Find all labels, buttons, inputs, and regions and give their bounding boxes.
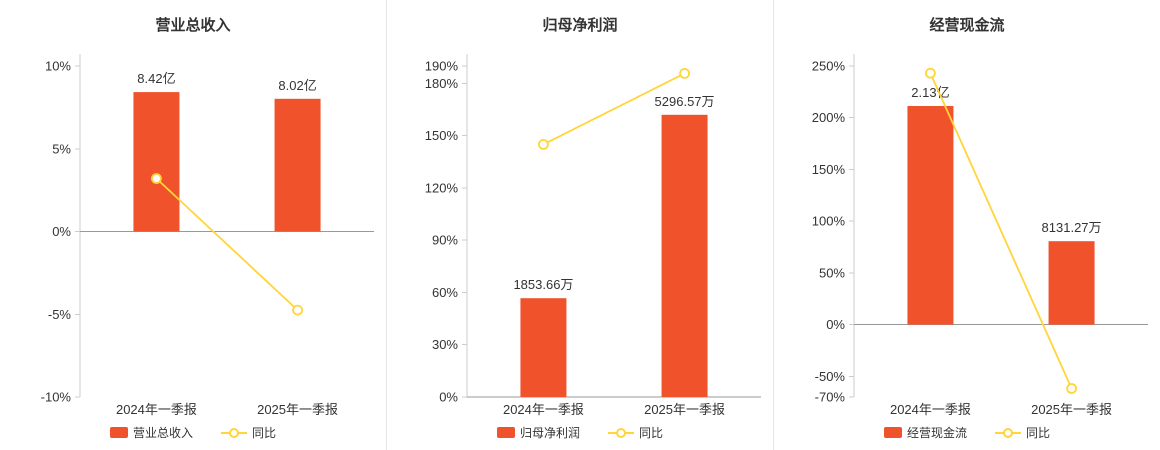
chart-title-revenue: 营业总收入 [155, 17, 231, 34]
svg-text:1853.66万: 1853.66万 [513, 277, 573, 292]
svg-text:2.13亿: 2.13亿 [911, 85, 949, 100]
legend-item-revenue-bar[interactable]: 营业总收入 [109, 424, 193, 441]
svg-text:30%: 30% [432, 337, 458, 352]
bar-swatch-icon [883, 427, 902, 438]
cash-flow-bar-line-chart: 250% 200% 150% 100% 50% 0% -50% -70% 2.13亿 8131.2… [812, 54, 1148, 417]
net-profit-bar-line-chart: 190% 180% 150% 120% 90% 60% 30% 0% 1853.66万 5296.… [425, 54, 761, 417]
cash-flow-chart-legend: 经营现金流 同比 [774, 419, 1160, 446]
svg-text:150%: 150% [812, 162, 846, 177]
legend-label-cash-flow: 经营现金流 [906, 426, 967, 440]
svg-text:2025年一季报: 2025年一季报 [1031, 402, 1112, 417]
line-marker-icon [995, 427, 1021, 438]
svg-text:2025年一季报: 2025年一季报 [644, 402, 725, 417]
revenue-bar-line-chart: 10% 5% 0% -5% -10% 8.42亿 8.02亿 2024年一季报 2025年一季报 [41, 54, 374, 417]
svg-text:180%: 180% [425, 76, 459, 91]
legend-item-net-profit-bar[interactable]: 归母净利润 [496, 424, 580, 441]
legend-label-yoy: 同比 [639, 426, 664, 440]
legend-item-cash-flow-bar[interactable]: 经营现金流 [883, 424, 967, 441]
svg-text:90%: 90% [432, 233, 458, 248]
svg-text:8131.27万: 8131.27万 [1042, 220, 1102, 235]
legend-item-revenue-yoy[interactable]: 同比 [221, 424, 276, 441]
svg-text:190%: 190% [425, 59, 459, 74]
svg-text:2025年一季报: 2025年一季报 [257, 402, 338, 417]
legend-item-cash-flow-yoy[interactable]: 同比 [995, 424, 1050, 441]
bar-swatch-icon [109, 427, 128, 438]
svg-text:-5%: -5% [48, 307, 72, 322]
svg-text:2024年一季报: 2024年一季报 [503, 402, 584, 417]
svg-text:10%: 10% [45, 59, 71, 74]
line-marker-icon [221, 427, 247, 438]
legend-label-yoy: 同比 [1026, 426, 1051, 440]
svg-text:-50%: -50% [815, 369, 846, 384]
legend-label-net-profit: 归母净利润 [519, 426, 580, 440]
legend-item-net-profit-yoy[interactable]: 同比 [608, 424, 663, 441]
svg-text:-70%: -70% [815, 390, 846, 405]
chart-title-cash-flow: 经营现金流 [929, 17, 1005, 34]
legend-label-revenue: 营业总收入 [132, 426, 193, 440]
chart-title-net-profit: 归母净利润 [542, 17, 618, 34]
svg-text:0%: 0% [439, 390, 458, 405]
svg-text:120%: 120% [425, 180, 459, 195]
svg-text:8.02亿: 8.02亿 [278, 78, 316, 93]
svg-text:50%: 50% [819, 265, 845, 280]
svg-text:0%: 0% [52, 224, 71, 239]
chart-panel-revenue: 营业总收入 10% 5% 0% -5% -10% 8.42亿 8.02亿 2024年一季报 20… [0, 0, 386, 450]
svg-text:0%: 0% [826, 317, 845, 332]
svg-text:5%: 5% [52, 141, 71, 156]
line-marker-icon [608, 427, 634, 438]
revenue-chart-legend: 营业总收入 同比 [0, 419, 386, 446]
svg-text:100%: 100% [812, 214, 846, 229]
svg-text:8.42亿: 8.42亿 [137, 71, 175, 86]
bar-swatch-icon [496, 427, 515, 438]
chart-panel-net-profit: 归母净利润 190% 180% 150% 120% 90% 60% 30% 0% 1853.66… [386, 0, 773, 450]
net-profit-chart-legend: 归母净利润 同比 [387, 419, 773, 446]
svg-text:200%: 200% [812, 110, 846, 125]
legend-label-yoy: 同比 [252, 426, 277, 440]
svg-text:60%: 60% [432, 285, 458, 300]
svg-text:150%: 150% [425, 128, 459, 143]
svg-text:-10%: -10% [41, 390, 72, 405]
svg-text:2024年一季报: 2024年一季报 [116, 402, 197, 417]
svg-text:5296.57万: 5296.57万 [655, 94, 715, 109]
chart-panel-cash-flow: 经营现金流 250% 200% 150% 100% 50% 0% -50% -70% 2.13亿… [773, 0, 1160, 450]
svg-text:2024年一季报: 2024年一季报 [890, 402, 971, 417]
svg-text:250%: 250% [812, 59, 846, 74]
